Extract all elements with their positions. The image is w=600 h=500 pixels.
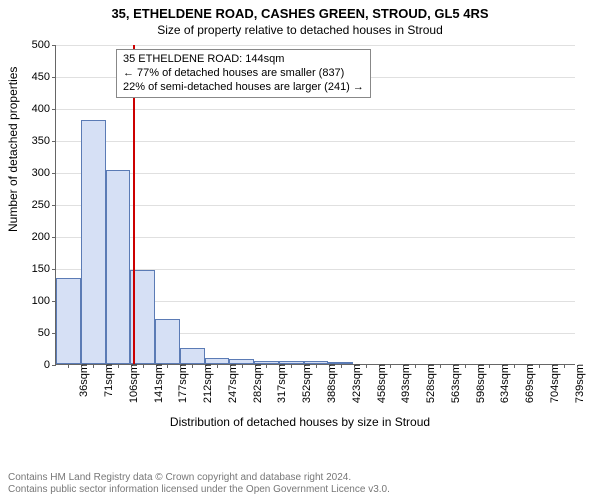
annotation-line: 35 ETHELDENE ROAD: 144sqm (123, 53, 364, 67)
xtick-mark (217, 364, 218, 368)
xtick-label: 493sqm (394, 364, 412, 403)
ytick-label: 100 (32, 295, 56, 307)
xtick-label: 141sqm (147, 364, 165, 403)
xtick-mark (192, 364, 193, 368)
ytick-label: 150 (32, 263, 56, 275)
xtick-mark (266, 364, 267, 368)
footer-attribution: Contains HM Land Registry data © Crown c… (8, 472, 390, 496)
xtick-label: 352sqm (295, 364, 313, 403)
xtick-mark (489, 364, 490, 368)
xtick-label: 598sqm (469, 364, 487, 403)
xtick-label: 212sqm (196, 364, 214, 403)
xtick-mark (143, 364, 144, 368)
x-axis-label: Distribution of detached houses by size … (0, 415, 600, 429)
xtick-mark (390, 364, 391, 368)
page-title-desc: Size of property relative to detached ho… (0, 21, 600, 39)
y-axis-label: Number of detached properties (6, 67, 20, 232)
xtick-label: 704sqm (543, 364, 561, 403)
xtick-mark (415, 364, 416, 368)
xtick-mark (514, 364, 515, 368)
xtick-label: 177sqm (171, 364, 189, 403)
xtick-label: 739sqm (568, 364, 586, 403)
xtick-mark (564, 364, 565, 368)
annotation-line: 22% of semi-detached houses are larger (… (123, 81, 364, 95)
plot-area: 35 ETHELDENE ROAD: 144sqm← 77% of detach… (55, 45, 575, 365)
xtick-label: 634sqm (493, 364, 511, 403)
ytick-label: 200 (32, 231, 56, 243)
xtick-mark (539, 364, 540, 368)
page-title-address: 35, ETHELDENE ROAD, CASHES GREEN, STROUD… (0, 0, 600, 21)
xtick-mark (93, 364, 94, 368)
xtick-label: 106sqm (122, 364, 140, 403)
ytick-label: 50 (38, 327, 56, 339)
xtick-label: 36sqm (72, 364, 90, 397)
xtick-label: 388sqm (320, 364, 338, 403)
xtick-label: 71sqm (97, 364, 115, 397)
histogram-bar (155, 319, 180, 364)
ytick-label: 300 (32, 167, 56, 179)
ytick-label: 350 (32, 135, 56, 147)
xtick-label: 423sqm (345, 364, 363, 403)
xtick-mark (167, 364, 168, 368)
xtick-label: 247sqm (221, 364, 239, 403)
annotation-line: ← 77% of detached houses are smaller (83… (123, 67, 364, 81)
histogram-bar (106, 170, 131, 364)
xtick-mark (366, 364, 367, 368)
xtick-label: 317sqm (270, 364, 288, 403)
ytick-label: 0 (44, 359, 56, 371)
ytick-label: 500 (32, 39, 56, 51)
footer-line-1: Contains HM Land Registry data © Crown c… (8, 472, 390, 484)
annotation-box: 35 ETHELDENE ROAD: 144sqm← 77% of detach… (116, 49, 371, 98)
xtick-label: 669sqm (518, 364, 536, 403)
xtick-label: 458sqm (370, 364, 388, 403)
xtick-mark (118, 364, 119, 368)
xtick-label: 282sqm (246, 364, 264, 403)
xtick-mark (291, 364, 292, 368)
chart-container: Number of detached properties 35 ETHELDE… (0, 39, 600, 439)
xtick-mark (440, 364, 441, 368)
xtick-mark (465, 364, 466, 368)
histogram-bar (81, 120, 106, 364)
xtick-label: 563sqm (444, 364, 462, 403)
xtick-mark (68, 364, 69, 368)
ytick-label: 400 (32, 103, 56, 115)
histogram-bar (56, 278, 81, 364)
xtick-mark (242, 364, 243, 368)
xtick-mark (316, 364, 317, 368)
histogram-bar (180, 348, 205, 364)
xtick-label: 528sqm (419, 364, 437, 403)
xtick-mark (341, 364, 342, 368)
ytick-label: 250 (32, 199, 56, 211)
footer-line-2: Contains public sector information licen… (8, 484, 390, 496)
ytick-label: 450 (32, 71, 56, 83)
